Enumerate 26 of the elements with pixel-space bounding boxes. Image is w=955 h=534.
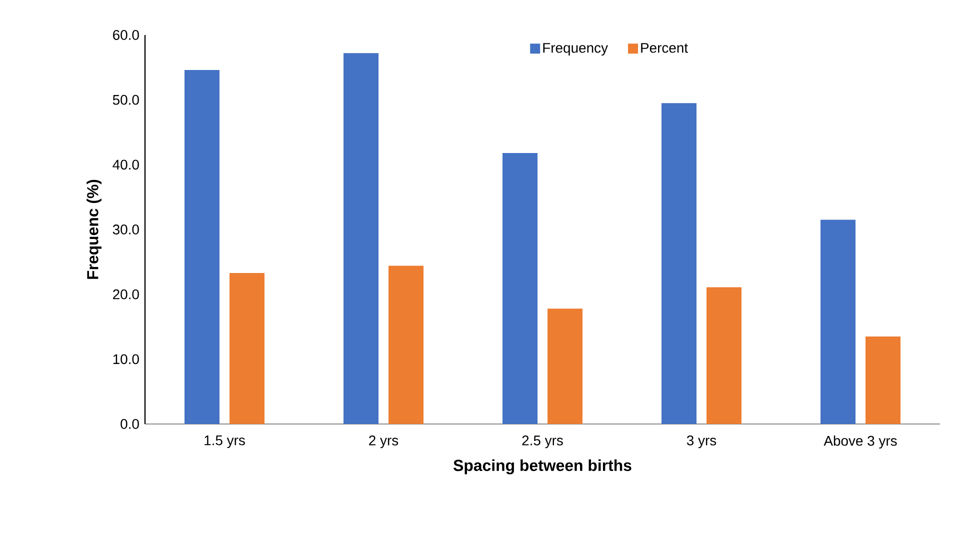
legend-label: Frequency (543, 43, 608, 56)
legend-label: Percent (641, 43, 688, 53)
y-tick-label: 40.0 (112, 160, 139, 170)
bar (502, 152, 538, 424)
bar (548, 308, 583, 424)
y-tick-label: 60.0 (113, 30, 139, 40)
bar (866, 336, 901, 424)
x-tick-label: 3 yrs (686, 436, 716, 448)
y-axis-title: Frequenc (%) (86, 180, 102, 279)
x-tick-label: 2 yrs (369, 436, 398, 448)
x-axis-title: Spacing between births (454, 459, 632, 474)
x-tick-label: Above 3 yrs (824, 436, 897, 449)
bar (344, 53, 379, 424)
bar (820, 220, 856, 424)
bar (706, 287, 742, 424)
bar (230, 272, 265, 424)
bar (388, 266, 424, 424)
bar (184, 70, 220, 424)
y-tick-label: 30.0 (112, 224, 139, 234)
y-tick-label: 50.0 (112, 94, 139, 105)
bar (662, 103, 697, 424)
x-tick-label: 1.5 yrs (204, 436, 245, 448)
y-tick-label: 10.0 (113, 354, 139, 364)
y-tick-label: 20.0 (113, 289, 139, 300)
x-tick-label: 2.5 yrs (522, 436, 563, 448)
y-tick-label: 0.0 (120, 419, 139, 429)
